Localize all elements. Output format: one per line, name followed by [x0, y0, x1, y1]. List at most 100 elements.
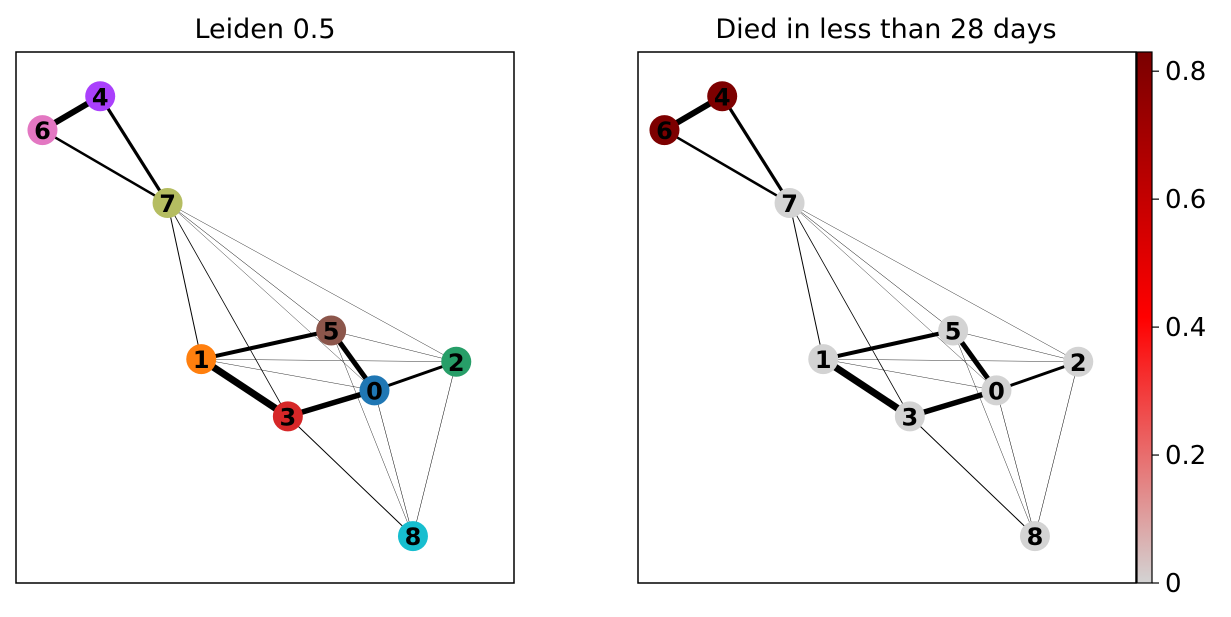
edge-5-8-died: [952, 330, 1036, 537]
edge-1-2-leiden: [201, 358, 457, 362]
node-label-2-died: 2: [1070, 349, 1087, 377]
node-6-died: 6: [649, 115, 680, 146]
edge-2-8-died: [1034, 361, 1079, 537]
node-7-died: 7: [774, 187, 805, 218]
node-8-died: 8: [1019, 521, 1050, 552]
edge-1-0-leiden: [201, 358, 375, 391]
plot-frame-leiden: [15, 51, 515, 584]
node-label-8-died: 8: [1027, 523, 1044, 551]
node-marker-1-leiden: [186, 344, 217, 375]
node-5-leiden: 5: [316, 315, 347, 346]
edge-7-2-leiden: [167, 202, 457, 362]
node-marker-4-leiden: [85, 81, 116, 112]
edge-5-2-leiden: [331, 330, 457, 362]
node-label-3-leiden: 3: [280, 403, 297, 431]
node-label-4-died: 4: [714, 83, 731, 111]
node-marker-0-leiden: [359, 375, 390, 406]
edge-7-1-died: [789, 202, 824, 360]
edge-7-5-died: [789, 202, 954, 331]
colorbar-tick-label: 0.2: [1165, 441, 1206, 471]
node-label-6-died: 6: [656, 117, 673, 145]
edge-3-8-leiden: [287, 416, 414, 537]
node-label-1-leiden: 1: [193, 346, 210, 374]
node-2-died: 2: [1063, 346, 1094, 377]
edge-layer-died: [662, 93, 1079, 537]
node-marker-4-died: [707, 81, 738, 112]
panel-title-leiden: Leiden 0.5: [194, 14, 335, 45]
node-marker-5-leiden: [316, 315, 347, 346]
node-8-leiden: 8: [397, 521, 428, 552]
node-4-leiden: 4: [85, 81, 116, 112]
node-1-died: 1: [808, 344, 839, 375]
edge-1-5-leiden: [200, 328, 332, 362]
node-marker-5-died: [938, 315, 969, 346]
node-0-died: 0: [981, 375, 1012, 406]
colorbar-tick-label: 0: [1165, 569, 1182, 599]
node-7-leiden: 7: [152, 187, 183, 218]
edge-1-5-died: [822, 328, 954, 362]
colorbar-tick-label: 0.6: [1165, 185, 1206, 215]
node-6-leiden: 6: [27, 115, 58, 146]
node-0-leiden: 0: [359, 375, 390, 406]
node-label-8-leiden: 8: [405, 523, 422, 551]
colorbar-gradient: [1137, 52, 1152, 583]
edge-0-8-died: [996, 390, 1036, 537]
edge-layer-leiden: [40, 93, 457, 537]
colorbar-ticks: 0 0.2 0.4 0.6 0.8: [1152, 57, 1206, 599]
node-marker-0-died: [981, 375, 1012, 406]
edge-7-5-leiden: [167, 202, 332, 331]
edge-7-3-leiden: [167, 202, 289, 417]
node-label-3-died: 3: [902, 403, 919, 431]
panel-title-died: Died in less than 28 days: [715, 14, 1056, 45]
edge-6-7-leiden: [41, 129, 169, 205]
edge-4-7-died: [720, 95, 791, 204]
node-4-died: 4: [707, 81, 738, 112]
colorbar-tick-label: 0.4: [1165, 313, 1206, 343]
edge-2-8-leiden: [412, 361, 457, 537]
node-layer-died: 0 1 2 3 4 5 6 7 8: [649, 81, 1094, 552]
node-label-0-leiden: 0: [366, 377, 383, 405]
node-3-died: 3: [894, 401, 925, 432]
node-label-4-leiden: 4: [92, 83, 109, 111]
node-marker-7-died: [774, 187, 805, 218]
edge-0-8-leiden: [374, 390, 414, 537]
node-label-6-leiden: 6: [34, 117, 51, 145]
edge-7-2-died: [789, 202, 1079, 362]
edge-4-7-leiden: [98, 95, 169, 204]
node-marker-8-leiden: [397, 521, 428, 552]
node-label-1-died: 1: [815, 346, 832, 374]
node-5-died: 5: [938, 315, 969, 346]
edge-7-3-died: [789, 202, 911, 417]
node-marker-3-died: [894, 401, 925, 432]
edge-5-8-leiden: [330, 330, 414, 537]
node-2-leiden: 2: [441, 346, 472, 377]
edge-6-7-died: [663, 129, 791, 205]
colorbar: 0 0.2 0.4 0.6 0.8: [1136, 51, 1206, 599]
node-layer-leiden: 0 1 2 3 4 5 6 7 8: [27, 81, 472, 552]
edge-7-1-leiden: [167, 202, 202, 360]
edge-3-8-died: [909, 416, 1036, 537]
node-marker-3-leiden: [272, 401, 303, 432]
node-marker-2-leiden: [441, 346, 472, 377]
edge-1-0-died: [823, 358, 997, 391]
panel-died-28-days: Died in less than 28 days 0 1 2 3 4 5 6 7 8 0 0.2…: [637, 14, 1206, 599]
edge-7-0-died: [789, 202, 997, 391]
node-marker-1-died: [808, 344, 839, 375]
edge-7-0-leiden: [167, 202, 375, 391]
node-label-5-died: 5: [945, 318, 962, 346]
edge-3-0-died: [909, 387, 998, 420]
edge-3-0-leiden: [287, 387, 376, 420]
node-label-7-died: 7: [781, 190, 798, 218]
node-marker-6-died: [649, 115, 680, 146]
plot-frame-died: [637, 51, 1137, 584]
colorbar-frame: [1136, 51, 1153, 584]
node-marker-8-died: [1019, 521, 1050, 552]
node-1-leiden: 1: [186, 344, 217, 375]
node-label-2-leiden: 2: [448, 349, 465, 377]
node-label-0-died: 0: [988, 377, 1005, 405]
colorbar-tick-label: 0.8: [1165, 57, 1206, 87]
edge-5-2-died: [953, 330, 1079, 362]
node-label-5-leiden: 5: [323, 318, 340, 346]
node-marker-2-died: [1063, 346, 1094, 377]
